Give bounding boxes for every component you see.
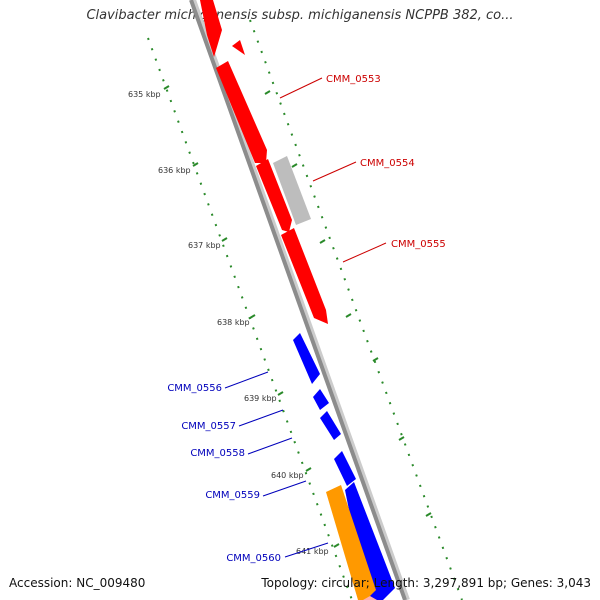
- gene-feature-reverse[interactable]: [313, 389, 329, 410]
- outer-tick-track: [249, 19, 463, 600]
- kbp-label: 638 kbp: [217, 318, 250, 327]
- reverse-label-leaders: [224, 371, 329, 558]
- gene-label-forward[interactable]: CMM_0555: [391, 239, 446, 250]
- inner-tick-track: [147, 37, 353, 600]
- outer-major-ticks: [264, 90, 432, 517]
- gene-label-reverse[interactable]: CMM_0558: [190, 448, 245, 459]
- gene-feature-forward[interactable]: [200, 0, 222, 57]
- genome-backbone: [189, 0, 407, 600]
- gene-label-forward[interactable]: CMM_0553: [326, 74, 381, 85]
- kbp-label: 641 kbp: [296, 547, 329, 556]
- kbp-label: 639 kbp: [244, 394, 277, 403]
- forward-label-leaders: [279, 77, 387, 263]
- kbp-label: 636 kbp: [158, 166, 191, 175]
- gene-feature-rna[interactable]: [326, 485, 376, 600]
- gene-feature-reverse[interactable]: [345, 482, 395, 600]
- kbp-label: 637 kbp: [188, 241, 221, 250]
- gene-feature-reverse[interactable]: [334, 451, 356, 486]
- accession-text: Accession: NC_009480: [9, 576, 146, 590]
- kbp-label: 635 kbp: [128, 90, 161, 99]
- gene-feature-forward[interactable]: [256, 159, 292, 232]
- gene-label-forward[interactable]: CMM_0554: [360, 158, 415, 169]
- gene-label-reverse[interactable]: CMM_0559: [205, 490, 260, 501]
- gene-feature-reverse[interactable]: [293, 333, 320, 384]
- genome-summary-text: Topology: circular; Length: 3,297,891 bp…: [261, 576, 591, 590]
- gene-feature-pseudo[interactable]: [273, 156, 311, 225]
- gene-label-reverse[interactable]: CMM_0556: [167, 383, 222, 394]
- gene-feature-forward[interactable]: [216, 61, 267, 163]
- gene-feature-fragment: [363, 596, 377, 600]
- gene-feature-reverse[interactable]: [320, 411, 341, 440]
- gene-feature-forward[interactable]: [232, 40, 245, 55]
- gene-feature-forward[interactable]: [281, 228, 328, 324]
- kbp-label: 640 kbp: [271, 471, 304, 480]
- gene-label-reverse[interactable]: CMM_0557: [181, 421, 236, 432]
- gene-label-reverse[interactable]: CMM_0560: [226, 553, 281, 564]
- inner-major-ticks: [163, 85, 340, 548]
